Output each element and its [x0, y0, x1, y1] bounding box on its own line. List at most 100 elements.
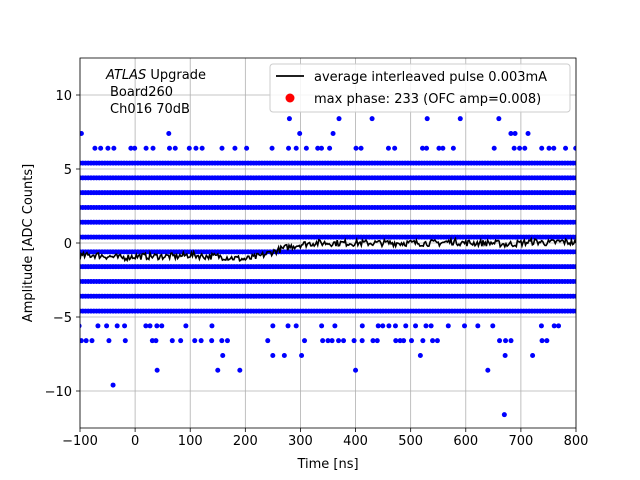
scatter-point	[471, 219, 477, 225]
scatter-point	[218, 293, 224, 299]
scatter-point	[207, 160, 213, 166]
scatter-point	[350, 264, 356, 270]
scatter-point	[168, 293, 174, 299]
scatter-point	[306, 160, 312, 166]
scatter-point	[140, 278, 146, 284]
scatter-point	[306, 190, 312, 196]
scatter-point	[80, 323, 82, 329]
scatter-point	[212, 293, 218, 299]
scatter-point	[295, 293, 301, 299]
scatter-point	[416, 293, 422, 299]
scatter-point	[432, 204, 438, 210]
scatter-point	[366, 160, 372, 166]
scatter-point	[493, 175, 499, 181]
scatter-point	[223, 190, 229, 196]
scatter-point	[399, 293, 405, 299]
scatter-point	[92, 145, 98, 151]
scatter-point	[570, 234, 576, 240]
scatter-point	[80, 278, 86, 284]
scatter-point	[438, 219, 444, 225]
scatter-point	[443, 160, 449, 166]
scatter-point	[421, 190, 427, 196]
scatter-point	[105, 145, 111, 151]
scatter-point	[416, 249, 422, 255]
scatter-point	[173, 190, 179, 196]
scatter-point	[195, 234, 201, 240]
scatter-point	[504, 234, 510, 240]
scatter-point	[392, 145, 398, 151]
scatter-point	[107, 293, 113, 299]
scatter-point	[344, 308, 350, 314]
scatter-point	[190, 204, 196, 210]
scatter-point	[526, 278, 532, 284]
scatter-point	[80, 204, 86, 210]
scatter-point	[240, 204, 246, 210]
scatter-point	[573, 145, 576, 151]
scatter-point	[355, 204, 361, 210]
scatter-point	[284, 278, 290, 284]
scatter-point	[546, 145, 552, 151]
scatter-point	[521, 249, 527, 255]
scatter-point	[140, 204, 146, 210]
scatter-point	[251, 190, 257, 196]
scatter-point	[173, 204, 179, 210]
scatter-point	[361, 249, 367, 255]
scatter-point	[135, 190, 141, 196]
scatter-point	[273, 219, 279, 225]
scatter-point	[157, 234, 163, 240]
scatter-point	[102, 308, 108, 314]
scatter-point	[455, 278, 461, 284]
scatter-point	[427, 175, 433, 181]
scatter-point	[366, 175, 372, 181]
scatter-point	[570, 175, 576, 181]
scatter-point	[485, 367, 491, 373]
scatter-point	[421, 249, 427, 255]
scatter-point	[219, 338, 225, 344]
x-tick-label: 800	[564, 434, 589, 449]
scatter-point	[129, 190, 135, 196]
scatter-point	[460, 249, 466, 255]
scatter-point	[104, 323, 110, 329]
scatter-point	[339, 264, 345, 270]
scatter-point	[184, 160, 190, 166]
scatter-point	[322, 264, 328, 270]
scatter-point	[565, 308, 571, 314]
scatter-point	[525, 130, 531, 136]
scatter-point	[449, 293, 455, 299]
scatter-point	[543, 264, 549, 270]
scatter-point	[240, 160, 246, 166]
scatter-point	[372, 219, 378, 225]
y-axis-label: Amplitude [ADC Counts]	[21, 164, 36, 322]
scatter-point	[361, 219, 367, 225]
scatter-point	[107, 249, 113, 255]
scatter-point	[135, 204, 141, 210]
scatter-point	[548, 308, 554, 314]
scatter-point	[135, 219, 141, 225]
scatter-point	[460, 160, 466, 166]
scatter-point	[539, 338, 545, 344]
scatter-point	[311, 278, 317, 284]
scatter-point	[113, 234, 119, 240]
scatter-point	[251, 308, 257, 314]
scatter-point	[394, 249, 400, 255]
scatter-point	[388, 219, 394, 225]
scatter-point	[234, 190, 240, 196]
scatter-point	[278, 204, 284, 210]
scatter-point	[146, 219, 152, 225]
scatter-point	[190, 278, 196, 284]
scatter-point	[218, 204, 224, 210]
scatter-point	[410, 249, 416, 255]
scatter-point	[499, 234, 505, 240]
scatter-point	[218, 175, 224, 181]
scatter-point	[146, 190, 152, 196]
scatter-point	[499, 160, 505, 166]
scatter-point	[443, 278, 449, 284]
scatter-point	[300, 204, 306, 210]
scatter-point	[85, 278, 91, 284]
scatter-point	[504, 249, 510, 255]
scatter-point	[179, 264, 185, 270]
scatter-point	[256, 175, 262, 181]
scatter-point	[538, 323, 544, 329]
scatter-point	[537, 204, 543, 210]
scatter-point	[361, 264, 367, 270]
